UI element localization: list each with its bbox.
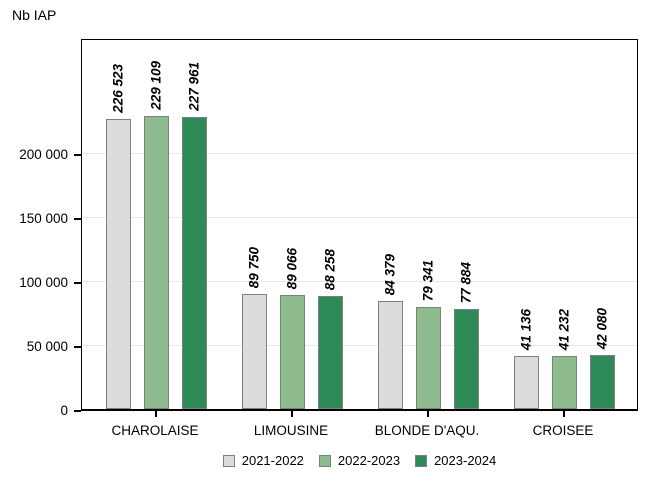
bar-value-label: 41 136 [518,308,534,350]
bar-group-limousine: 89 750 89 066 88 258 [241,40,343,409]
bar-2023-2024-charolaise: 227 961 [181,62,207,409]
legend-swatch-2023-2024 [415,454,428,467]
y-tick-label: 0 [60,403,68,418]
y-tick-label: 200 000 [19,147,68,162]
bar-value-label: 79 341 [420,259,436,301]
y-tick-label: 50 000 [26,339,68,354]
legend: 2021-2022 2022-2023 2023-2024 [81,453,638,468]
legend-item-2022-2023: 2022-2023 [318,453,401,468]
bar-2022-2023-limousine: 89 066 [279,248,305,409]
legend-item-2023-2024: 2023-2024 [415,453,496,468]
y-tick-mark [74,410,81,412]
gridline [82,345,637,346]
x-tick-mark [563,411,565,417]
bar-2021-2022-blonde-d-aqu: 84 379 [377,254,403,409]
bar-value-label: 226 523 [110,64,126,113]
bar-2021-2022-limousine: 89 750 [241,247,267,409]
legend-label: 2021-2022 [241,453,304,468]
category-label-limousine: LIMOUSINE [253,423,329,438]
bar-value-label: 227 961 [186,62,202,111]
plot-area: 226 523 229 109 227 961 89 750 89 066 88 258 8… [81,39,638,411]
y-tick-mark [74,282,81,284]
category-label-croisee: CROISEE [532,423,594,438]
y-tick-label: 100 000 [19,275,68,290]
y-tick-mark [74,154,81,156]
legend-swatch-2021-2022 [222,454,235,467]
category-label-blonde-d-aqu: BLONDE D'AQU. [374,423,480,438]
bar-value-label: 84 379 [382,253,398,295]
y-tick-label: 150 000 [19,211,68,226]
bar-2022-2023-charolaise: 229 109 [143,61,169,409]
bar-value-label: 89 066 [284,247,300,289]
y-tick-mark [74,218,81,220]
bar-value-label: 229 109 [148,61,164,110]
legend-swatch-2022-2023 [318,454,331,467]
bar-group-croisee: 41 136 41 232 42 080 [513,40,615,409]
gridline [82,153,637,154]
gridline [82,281,637,282]
legend-label: 2023-2024 [434,453,497,468]
y-axis-title: Nb IAP [12,7,57,23]
x-tick-mark [427,411,429,417]
bar-2022-2023-croisee: 41 232 [551,309,577,409]
bar-value-label: 41 232 [556,308,572,350]
legend-label: 2022-2023 [337,453,401,468]
gridline [82,217,637,218]
bar-2021-2022-charolaise: 226 523 [105,64,131,409]
bar-value-label: 77 884 [458,261,474,303]
legend-item-2021-2022: 2021-2022 [222,453,304,468]
bar-2022-2023-blonde-d-aqu: 79 341 [415,260,441,409]
category-label-charolaise: CHAROLAISE [111,423,199,438]
bar-value-label: 89 750 [246,246,262,288]
x-tick-mark [155,411,157,417]
bar-2021-2022-croisee: 41 136 [513,309,539,409]
y-tick-mark [74,346,81,348]
bar-value-label: 42 080 [594,307,610,349]
bar-2023-2024-croisee: 42 080 [589,308,615,409]
bar-2023-2024-blonde-d-aqu: 77 884 [453,262,479,409]
bar-2023-2024-limousine: 88 258 [317,249,343,409]
bar-value-label: 88 258 [322,248,338,290]
bar-group-charolaise: 226 523 229 109 227 961 [105,40,207,409]
bar-group-blonde-d-aqu: 84 379 79 341 77 884 [377,40,479,409]
x-tick-mark [291,411,293,417]
